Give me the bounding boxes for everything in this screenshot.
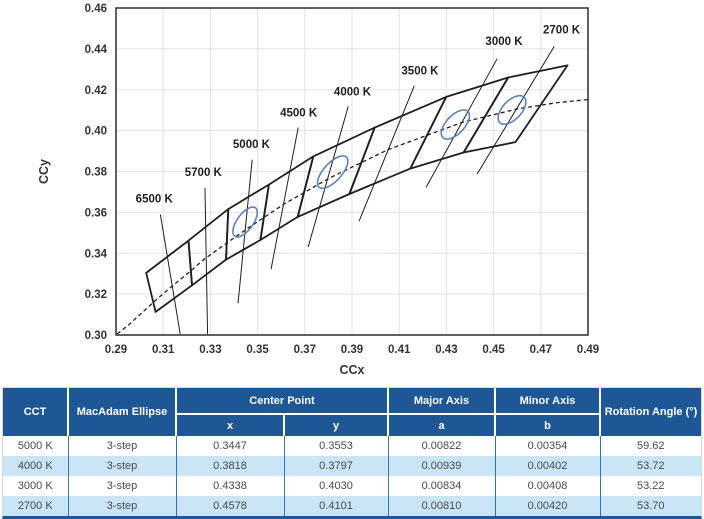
cell-a: 0.00834 [388, 476, 496, 496]
cct-table-header: CCT MacAdam Ellipse Center Point Major A… [3, 388, 701, 436]
x-tick-label: 0.49 [577, 344, 599, 356]
cell-cct: 2700 K [3, 496, 69, 516]
x-tick-label: 0.37 [294, 344, 316, 356]
y-tick-label: 0.36 [85, 207, 107, 219]
x-tick-label: 0.31 [152, 344, 175, 356]
macadam-ellipse [497, 94, 527, 125]
chromaticity-chart: 6500 K 5700 K 5000 K 4500 K 4000 K 3500 K 3000… [37, 3, 600, 377]
col-header-minor-axis: Minor Axis [494, 388, 600, 414]
cell-y: 0.3797 [284, 456, 389, 476]
y-tick-label: 0.30 [85, 330, 107, 342]
x-axis-title: CCx [339, 363, 364, 377]
cell-ellipse: 3-step [68, 436, 177, 456]
cell-y: 0.4101 [284, 496, 389, 516]
cct-table-wrap: CCT MacAdam Ellipse Center Point Major A… [2, 387, 702, 519]
cct-label: 3000 K [485, 36, 523, 48]
cct-label: 3500 K [401, 65, 439, 77]
cct-label: 4500 K [280, 107, 318, 119]
y-tick-label: 0.44 [85, 44, 108, 56]
ansi-bin [187, 208, 230, 287]
y-tick-label: 0.40 [85, 126, 107, 138]
cell-a: 0.00822 [388, 436, 496, 456]
col-header-a: a [387, 413, 495, 436]
y-tick-label: 0.46 [85, 3, 107, 15]
table-row: 5000 K 3-step 0.3447 0.3553 0.00822 0.00354 59… [3, 436, 701, 456]
cct-label: 2700 K [543, 24, 581, 36]
plot-border [115, 7, 589, 336]
cct-label: 5700 K [185, 167, 223, 179]
x-tick-label: 0.41 [388, 344, 411, 356]
x-tick-label: 0.45 [482, 344, 505, 356]
macadam-ellipse [232, 206, 259, 238]
cell-x: 0.4578 [176, 496, 285, 516]
x-tick-label: 0.47 [530, 344, 552, 356]
col-header-center-point: Center Point [175, 388, 388, 414]
col-header-cct: CCT [3, 388, 68, 436]
table-row: 3000 K 3-step 0.4338 0.4030 0.00834 0.00408 53… [3, 476, 701, 496]
x-tick-label: 0.43 [435, 344, 457, 356]
isotherm-line [159, 214, 181, 335]
cell-x: 0.3447 [176, 436, 285, 456]
table-row: 2700 K 3-step 0.4578 0.4101 0.00810 0.00420 53… [3, 496, 701, 516]
cell-ellipse: 3-step [68, 496, 177, 516]
cct-label: 4000 K [334, 86, 372, 98]
x-tick-label: 0.39 [341, 344, 363, 356]
isotherm-line [237, 159, 253, 304]
isotherm-line [204, 187, 209, 334]
col-header-x: x [175, 413, 284, 436]
isotherm-line [307, 106, 349, 248]
isotherm-line [425, 58, 498, 188]
cell-x: 0.4338 [176, 476, 285, 496]
cell-ellipse: 3-step [68, 456, 177, 476]
ansi-bin [145, 239, 193, 313]
cell-b: 0.00402 [495, 456, 601, 476]
y-tick-label: 0.32 [85, 289, 107, 301]
y-axis-title: CCy [37, 159, 51, 184]
cell-cct: 3000 K [3, 476, 69, 496]
cct-label: 5000 K [233, 139, 271, 151]
col-header-major-axis: Major Axis [387, 388, 495, 414]
cell-ellipse: 3-step [68, 476, 177, 496]
isotherm-line [476, 46, 555, 175]
col-header-rotation-angle: Rotation Angle (°) [599, 388, 701, 436]
isotherm-line [270, 127, 299, 270]
ansi-bin [462, 64, 569, 154]
cell-b: 0.00420 [495, 496, 601, 516]
col-header-macadam-ellipse: MacAdam Ellipse [67, 388, 176, 436]
x-tick-label: 0.35 [246, 344, 269, 356]
cell-a: 0.00939 [388, 456, 496, 476]
x-tick-label: 0.29 [105, 344, 127, 356]
macadam-ellipse [316, 155, 349, 190]
cell-rot: 53.70 [636, 500, 665, 512]
cct-table-body: 5000 K 3-step 0.3447 0.3553 0.00822 0.00354 59… [3, 436, 701, 516]
macadam-ellipse [440, 109, 471, 140]
cell-rot: 53.72 [636, 460, 665, 472]
ansi-bin [296, 126, 376, 218]
x-tick-label: 0.33 [199, 344, 221, 356]
col-header-b: b [494, 413, 600, 436]
cell-cct: 4000 K [3, 456, 69, 476]
cell-x: 0.3818 [176, 456, 285, 476]
cell-a: 0.00810 [388, 496, 496, 516]
ansi-bin [259, 155, 315, 241]
cell-b: 0.00408 [495, 476, 601, 496]
y-tick-label: 0.34 [85, 248, 108, 260]
y-tick-label: 0.42 [85, 85, 107, 97]
isotherm-line [358, 85, 415, 222]
cct-table: CCT MacAdam Ellipse Center Point Major A… [3, 388, 701, 516]
y-tick-label: 0.38 [85, 167, 108, 179]
table-row: 4000 K 3-step 0.3818 0.3797 0.00939 0.00402 53… [3, 456, 701, 476]
cct-label: 6500 K [136, 194, 174, 206]
cell-y: 0.3553 [284, 436, 389, 456]
cell-rot: 59.62 [636, 440, 665, 452]
cell-cct: 5000 K [3, 436, 69, 456]
cell-y: 0.4030 [284, 476, 389, 496]
cell-b: 0.00354 [495, 436, 601, 456]
col-header-y: y [283, 413, 388, 436]
planckian-locus-line [116, 98, 589, 335]
cell-rot: 53.22 [636, 480, 665, 492]
chromaticity-chart-svg: 6500 K 5700 K 5000 K 4500 K 4000 K 3500 K 3000… [37, 3, 599, 377]
